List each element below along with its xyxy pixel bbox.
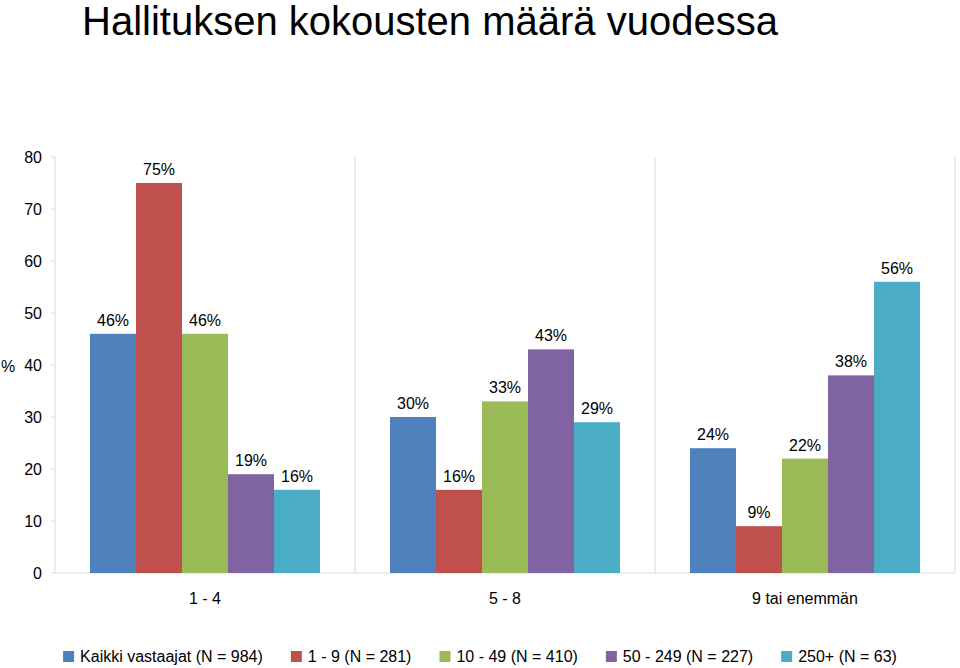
y-tick — [51, 573, 55, 574]
data-label: 75% — [143, 161, 175, 178]
bar — [528, 349, 574, 573]
legend-label: 1 - 9 (N = 281) — [308, 648, 412, 665]
y-tick — [51, 417, 55, 418]
y-tick-label: 60 — [24, 253, 42, 270]
data-label: 29% — [581, 400, 613, 417]
data-label: 46% — [189, 312, 221, 329]
legend: Kaikki vastaajat (N = 984) 1 - 9 (N = 281… — [63, 648, 897, 665]
data-label: 38% — [835, 353, 867, 370]
x-tick-label: 5 - 8 — [489, 590, 521, 607]
y-tick-label: 80 — [24, 149, 42, 166]
y-tick-label: 30 — [24, 409, 42, 426]
legend-item: Kaikki vastaajat (N = 984) — [63, 648, 263, 665]
bar — [90, 334, 136, 573]
y-tick-label: 70 — [24, 201, 42, 218]
bar — [228, 474, 274, 573]
bar — [436, 490, 482, 573]
y-tick — [51, 261, 55, 262]
legend-label: 10 - 49 (N = 410) — [456, 648, 577, 665]
data-label: 16% — [281, 468, 313, 485]
y-tick-label: 0 — [33, 565, 42, 582]
bar — [390, 417, 436, 573]
bar — [136, 183, 182, 573]
data-label: 33% — [489, 379, 521, 396]
bar — [274, 490, 320, 573]
legend-swatch — [439, 651, 450, 662]
data-labels: 46% 75% 46% 19% 16% 30% 16% 33% 43% 29% 24% 9% 22% 38… — [97, 161, 913, 521]
bar — [482, 401, 528, 573]
legend-label: 250+ (N = 63) — [798, 648, 897, 665]
y-tick — [51, 157, 55, 158]
y-tick — [51, 209, 55, 210]
y-tick-label: 20 — [24, 461, 42, 478]
bars — [90, 183, 920, 573]
data-label: 46% — [97, 312, 129, 329]
data-label: 16% — [443, 468, 475, 485]
chart: Hallituksen kokousten määrä vuodessa% 0 10… — [0, 0, 960, 668]
data-label: 30% — [397, 395, 429, 412]
category-separator — [355, 157, 356, 573]
bar — [782, 459, 828, 573]
legend-item: 250+ (N = 63) — [781, 648, 897, 665]
title: Hallituksen kokousten määrä vuodessa — [82, 0, 779, 43]
data-label: 19% — [235, 452, 267, 469]
legend-swatch — [781, 651, 792, 662]
y-axis-label: % — [1, 358, 15, 375]
y-tick-label: 40 — [24, 357, 42, 374]
y-tick-label: 50 — [24, 305, 42, 322]
y-tick — [51, 313, 55, 314]
legend-swatch — [63, 651, 74, 662]
data-label: 56% — [881, 260, 913, 277]
y-tick-label: 10 — [24, 513, 42, 530]
data-label: 22% — [789, 437, 821, 454]
bar — [574, 422, 620, 573]
y-tick — [51, 469, 55, 470]
data-label: 43% — [535, 327, 567, 344]
category-separator — [955, 157, 956, 573]
y-tick — [51, 365, 55, 366]
bar — [828, 375, 874, 573]
legend-label: Kaikki vastaajat (N = 984) — [80, 648, 263, 665]
legend-item: 50 - 249 (N = 227) — [606, 648, 753, 665]
bar — [736, 526, 782, 573]
legend-item: 1 - 9 (N = 281) — [291, 648, 412, 665]
x-tick-label: 9 tai enemmän — [752, 590, 858, 607]
x-tick-label: 1 - 4 — [189, 590, 221, 607]
y-tick — [51, 521, 55, 522]
bar — [874, 282, 920, 573]
legend-swatch — [291, 651, 302, 662]
legend-item: 10 - 49 (N = 410) — [439, 648, 577, 665]
bar — [182, 334, 228, 573]
legend-label: 50 - 249 (N = 227) — [623, 648, 753, 665]
data-label: 24% — [697, 426, 729, 443]
legend-swatch — [606, 651, 617, 662]
bar — [690, 448, 736, 573]
category-separator — [655, 157, 656, 573]
data-label: 9% — [747, 504, 770, 521]
